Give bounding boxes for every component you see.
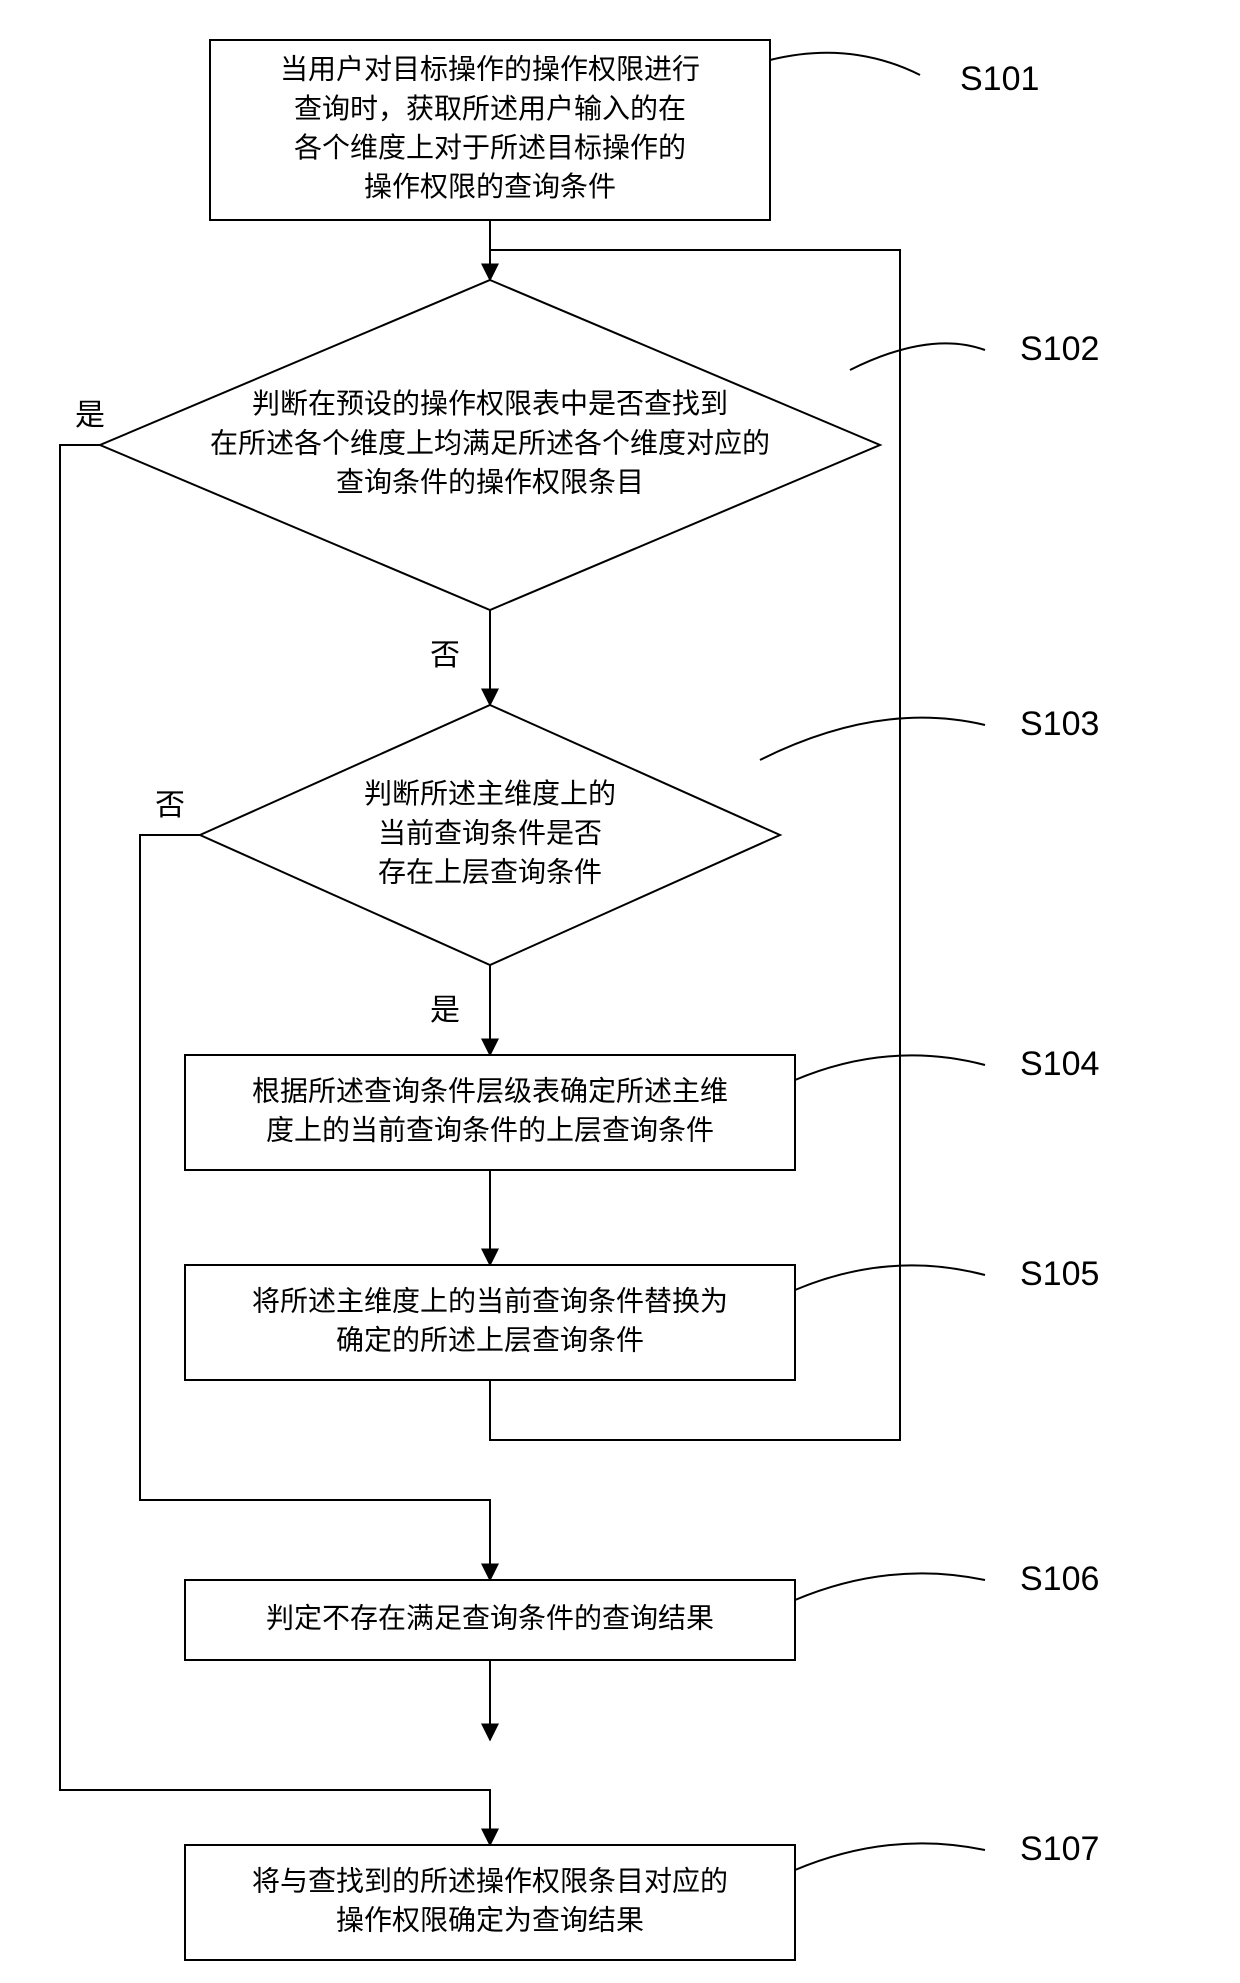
node-text-s101-0: 当用户对目标操作的操作权限进行 bbox=[280, 54, 700, 85]
edge-label-e2: 否 bbox=[430, 639, 460, 672]
edge-label-e7: 否 bbox=[155, 789, 185, 822]
node-s101: 当用户对目标操作的操作权限进行查询时，获取所述用户输入的在各个维度上对于所述目标… bbox=[210, 40, 1039, 220]
step-label-s105: S105 bbox=[1020, 1255, 1099, 1293]
callout-s101 bbox=[770, 53, 920, 75]
callout-s107 bbox=[795, 1843, 985, 1870]
node-text-s107-1: 操作权限确定为查询结果 bbox=[336, 1904, 644, 1935]
callout-s105 bbox=[795, 1265, 985, 1290]
node-text-s102-2: 查询条件的操作权限条目 bbox=[336, 467, 644, 498]
step-label-s107: S107 bbox=[1020, 1830, 1099, 1868]
node-s102: 判断在预设的操作权限表中是否查找到在所述各个维度上均满足所述各个维度对应的查询条… bbox=[100, 280, 1099, 610]
edge-e7 bbox=[140, 835, 490, 1580]
node-text-s105-1: 确定的所述上层查询条件 bbox=[336, 1324, 644, 1355]
node-s106: 判定不存在满足查询条件的查询结果 S106 bbox=[185, 1560, 1099, 1660]
node-text-s103-2: 存在上层查询条件 bbox=[378, 857, 602, 888]
node-text-s107-0: 将与查找到的所述操作权限条目对应的 bbox=[252, 1865, 728, 1896]
node-s103: 判断所述主维度上的当前查询条件是否存在上层查询条件 S103 bbox=[200, 705, 1099, 965]
node-text-s104-1: 度上的当前查询条件的上层查询条件 bbox=[266, 1114, 714, 1145]
step-label-s101: S101 bbox=[960, 60, 1039, 98]
node-text-s106-0: 判定不存在满足查询条件的查询结果 bbox=[266, 1602, 714, 1633]
flowchart-canvas: 否是是否当用户对目标操作的操作权限进行查询时，获取所述用户输入的在各个维度上对于… bbox=[0, 0, 1240, 1983]
callout-s106 bbox=[795, 1573, 985, 1600]
callout-s104 bbox=[795, 1055, 985, 1080]
callout-s103 bbox=[760, 718, 985, 760]
node-text-s102-1: 在所述各个维度上均满足所述各个维度对应的 bbox=[210, 427, 770, 458]
node-text-s103-0: 判断所述主维度上的 bbox=[364, 778, 616, 809]
node-s104: 根据所述查询条件层级表确定所述主维度上的当前查询条件的上层查询条件 S104 bbox=[185, 1045, 1099, 1170]
step-label-s103: S103 bbox=[1020, 705, 1099, 743]
node-s107: 将与查找到的所述操作权限条目对应的操作权限确定为查询结果 S107 bbox=[185, 1830, 1099, 1960]
node-text-s105-0: 将所述主维度上的当前查询条件替换为 bbox=[252, 1285, 728, 1316]
node-text-s104-0: 根据所述查询条件层级表确定所述主维 bbox=[252, 1075, 728, 1106]
step-label-s106: S106 bbox=[1020, 1560, 1099, 1598]
step-label-s104: S104 bbox=[1020, 1045, 1099, 1083]
node-text-s101-1: 查询时，获取所述用户输入的在 bbox=[294, 93, 686, 124]
edge-label-e3: 是 bbox=[430, 994, 460, 1027]
step-label-s102: S102 bbox=[1020, 330, 1099, 368]
node-text-s102-0: 判断在预设的操作权限表中是否查找到 bbox=[252, 388, 728, 419]
node-text-s101-3: 操作权限的查询条件 bbox=[364, 171, 616, 202]
node-text-s101-2: 各个维度上对于所述目标操作的 bbox=[294, 132, 686, 163]
node-s105: 将所述主维度上的当前查询条件替换为确定的所述上层查询条件 S105 bbox=[185, 1255, 1099, 1380]
edge-label-e6: 是 bbox=[75, 399, 105, 432]
callout-s102 bbox=[850, 343, 985, 370]
node-text-s103-1: 当前查询条件是否 bbox=[378, 817, 602, 848]
